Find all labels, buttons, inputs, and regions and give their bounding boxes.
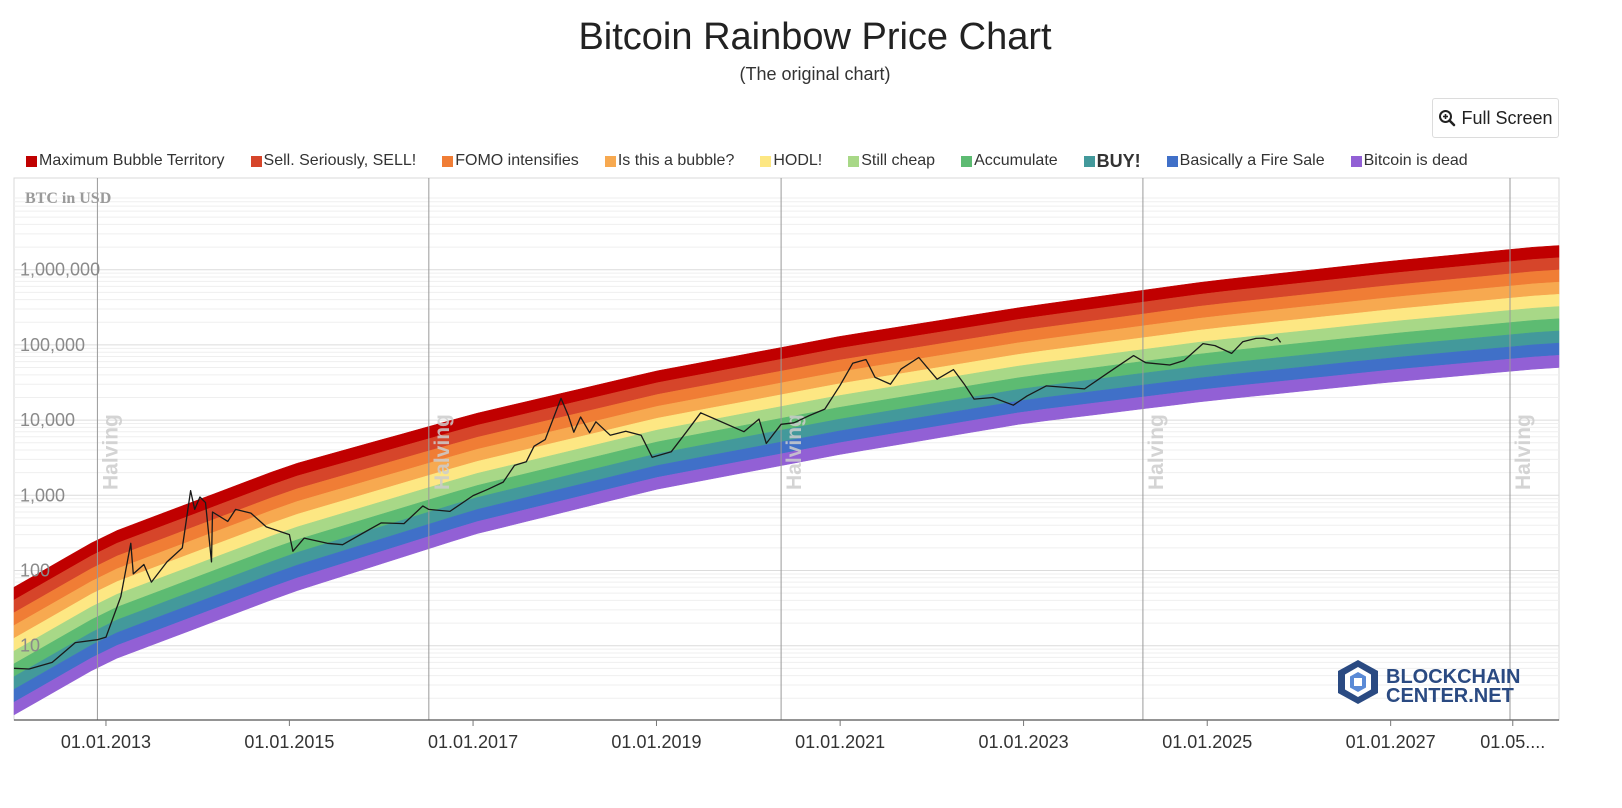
legend-item[interactable]: Still cheap xyxy=(848,152,935,170)
y-tick-label: 1,000,000 xyxy=(20,260,100,280)
legend-item[interactable]: Bitcoin is dead xyxy=(1350,152,1468,170)
legend-swatch xyxy=(442,155,454,167)
logo-line-1: BLOCKCHAIN xyxy=(1386,666,1520,688)
legend-swatch xyxy=(1350,155,1362,167)
legend-swatch xyxy=(250,155,262,167)
y-axis-title: BTC in USD xyxy=(25,190,111,207)
logo-line-2: CENTER.NET xyxy=(1386,685,1514,707)
legend-label: Sell. Seriously, SELL! xyxy=(263,152,417,169)
legend-item[interactable]: Maximum Bubble Territory xyxy=(26,152,225,170)
y-tick-label: 100 xyxy=(20,561,50,581)
zoom-in-icon xyxy=(1438,109,1456,127)
legend-label: Bitcoin is dead xyxy=(1363,152,1468,169)
x-tick-label: 01.01.2021 xyxy=(795,732,885,752)
legend-item[interactable]: Is this a bubble? xyxy=(604,152,735,170)
legend-swatch xyxy=(604,155,616,167)
legend-swatch xyxy=(1166,155,1178,167)
x-tick-label: 01.01.2027 xyxy=(1346,732,1436,752)
legend-label: Maximum Bubble Territory xyxy=(39,152,225,169)
y-tick-label: 1,000 xyxy=(20,485,65,505)
x-tick-label: 01.01.2023 xyxy=(979,732,1069,752)
rainbow-chart: Halving Halving Halving Halving Halving 10 10… xyxy=(13,177,1560,752)
halving-label: Halving xyxy=(99,414,122,490)
legend-item[interactable]: BUY! xyxy=(1083,150,1141,172)
legend-label: FOMO intensifies xyxy=(455,152,579,169)
legend-swatch xyxy=(1083,155,1095,167)
halving-label: Halving xyxy=(783,414,806,490)
legend-label: BUY! xyxy=(1096,150,1141,171)
btc-price-line xyxy=(13,336,1282,670)
legend-item[interactable]: Basically a Fire Sale xyxy=(1166,152,1325,170)
chart-legend: Maximum Bubble Territory Sell. Seriously,… xyxy=(26,148,1468,174)
x-tick-label: 01.01.2013 xyxy=(61,732,151,752)
legend-item[interactable]: HODL! xyxy=(760,152,822,170)
full-screen-button[interactable]: Full Screen xyxy=(1432,98,1559,138)
legend-swatch xyxy=(961,155,973,167)
halving-label: Halving xyxy=(1512,414,1535,490)
legend-label: Is this a bubble? xyxy=(617,152,735,169)
x-tick-label: 01.01.2015 xyxy=(244,732,334,752)
legend-swatch xyxy=(848,155,860,167)
halving-label: Halving xyxy=(1145,414,1168,490)
y-tick-label: 100,000 xyxy=(20,335,85,355)
full-screen-label: Full Screen xyxy=(1461,107,1553,128)
y-tick-label: 10 xyxy=(20,636,40,656)
y-tick-label: 10,000 xyxy=(20,410,75,430)
legend-swatch xyxy=(760,155,772,167)
x-tick-label: 01.01.2017 xyxy=(428,732,518,752)
legend-item[interactable]: Sell. Seriously, SELL! xyxy=(250,152,417,170)
chart-title: Bitcoin Rainbow Price Chart xyxy=(578,16,1052,58)
rainbow-band xyxy=(13,355,1560,716)
x-tick-label: 01.05.... xyxy=(1480,732,1545,752)
legend-label: Basically a Fire Sale xyxy=(1179,152,1325,169)
legend-swatch xyxy=(26,155,37,167)
legend-item[interactable]: FOMO intensifies xyxy=(442,152,579,170)
legend-label: Accumulate xyxy=(974,152,1058,169)
legend-label: Still cheap xyxy=(861,152,936,169)
halving-label: Halving xyxy=(431,414,454,490)
x-tick-label: 01.01.2025 xyxy=(1162,732,1252,752)
legend-item[interactable]: Accumulate xyxy=(961,152,1058,170)
chart-subtitle: (The original chart) xyxy=(739,64,891,84)
legend-label: HODL! xyxy=(773,152,823,169)
blockchaincenter-logo: BLOCKCHAIN CENTER.NET xyxy=(1338,660,1520,707)
x-tick-label: 01.01.2019 xyxy=(611,732,701,752)
